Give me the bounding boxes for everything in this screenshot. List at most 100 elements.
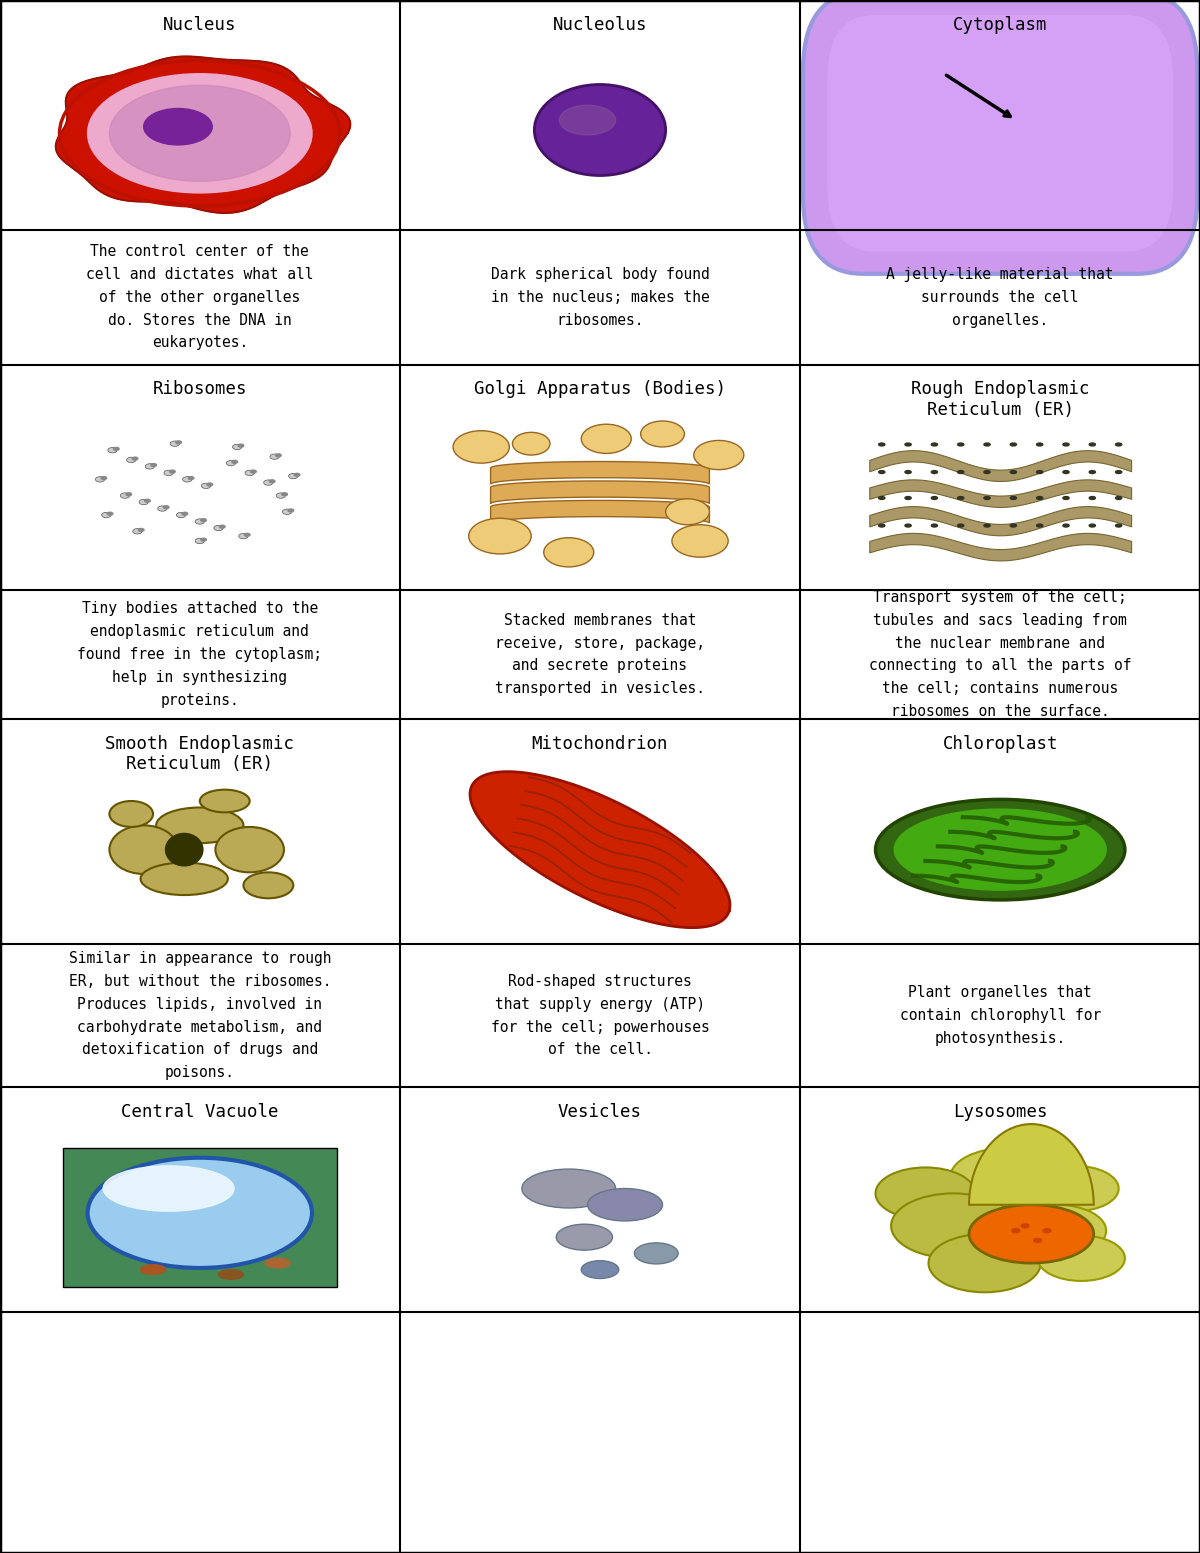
Ellipse shape	[145, 464, 155, 469]
Ellipse shape	[245, 471, 254, 475]
Ellipse shape	[282, 492, 287, 495]
Ellipse shape	[269, 480, 275, 483]
Ellipse shape	[109, 825, 178, 874]
Ellipse shape	[126, 492, 132, 495]
Text: Rod-shaped structures
that supply energy (ATP)
for the cell; powerhouses
of the : Rod-shaped structures that supply energy…	[491, 974, 709, 1058]
Text: A jelly-like material that
surrounds the cell
organelles.: A jelly-like material that surrounds the…	[887, 267, 1114, 328]
Text: Lysosomes: Lysosomes	[953, 1103, 1048, 1121]
Ellipse shape	[984, 497, 990, 500]
Ellipse shape	[1063, 523, 1069, 526]
Ellipse shape	[126, 457, 136, 463]
Ellipse shape	[984, 443, 990, 446]
Ellipse shape	[109, 85, 290, 182]
Ellipse shape	[200, 539, 206, 540]
Ellipse shape	[182, 477, 192, 481]
Ellipse shape	[145, 500, 150, 502]
Ellipse shape	[1037, 523, 1043, 526]
Ellipse shape	[238, 444, 244, 447]
Ellipse shape	[276, 492, 286, 499]
Ellipse shape	[95, 477, 104, 481]
Ellipse shape	[1010, 471, 1016, 474]
Ellipse shape	[694, 441, 744, 469]
Ellipse shape	[1031, 1166, 1118, 1211]
Ellipse shape	[1090, 523, 1096, 526]
Text: Stacked membranes that
receive, store, package,
and secrete proteins
transported: Stacked membranes that receive, store, p…	[496, 613, 706, 696]
Ellipse shape	[1063, 497, 1069, 500]
Ellipse shape	[905, 497, 911, 500]
Ellipse shape	[108, 447, 118, 453]
Ellipse shape	[454, 430, 509, 463]
Ellipse shape	[232, 460, 238, 463]
Ellipse shape	[1116, 443, 1122, 446]
Ellipse shape	[133, 528, 142, 534]
Ellipse shape	[666, 499, 709, 525]
FancyBboxPatch shape	[828, 16, 1172, 252]
Ellipse shape	[288, 509, 294, 512]
Ellipse shape	[1033, 1238, 1042, 1242]
Ellipse shape	[196, 519, 204, 525]
FancyBboxPatch shape	[803, 0, 1198, 273]
Ellipse shape	[469, 519, 532, 554]
Ellipse shape	[239, 533, 248, 539]
Text: Rough Endoplasmic
Reticulum (ER): Rough Endoplasmic Reticulum (ER)	[911, 380, 1090, 419]
Ellipse shape	[931, 471, 937, 474]
Ellipse shape	[120, 492, 130, 499]
Text: The control center of the
cell and dictates what all
of the other organelles
do.: The control center of the cell and dicta…	[86, 244, 313, 351]
Ellipse shape	[1037, 497, 1043, 500]
Ellipse shape	[176, 512, 186, 517]
Ellipse shape	[214, 525, 223, 531]
Polygon shape	[470, 772, 730, 927]
Ellipse shape	[1116, 497, 1122, 500]
Ellipse shape	[1090, 443, 1096, 446]
Ellipse shape	[294, 474, 300, 477]
Ellipse shape	[970, 1205, 1093, 1263]
Ellipse shape	[958, 497, 964, 500]
Ellipse shape	[132, 457, 138, 460]
Ellipse shape	[557, 1224, 612, 1250]
Ellipse shape	[522, 1169, 616, 1208]
Ellipse shape	[196, 539, 204, 544]
Ellipse shape	[156, 808, 244, 843]
Ellipse shape	[559, 106, 616, 135]
Ellipse shape	[101, 477, 107, 480]
Ellipse shape	[1010, 497, 1016, 500]
Ellipse shape	[188, 477, 194, 480]
Ellipse shape	[144, 109, 212, 144]
Ellipse shape	[878, 443, 884, 446]
Ellipse shape	[220, 525, 226, 528]
Ellipse shape	[264, 480, 274, 485]
Wedge shape	[970, 1124, 1093, 1205]
Ellipse shape	[276, 453, 281, 457]
Ellipse shape	[581, 424, 631, 453]
Polygon shape	[55, 56, 350, 213]
Ellipse shape	[581, 1261, 619, 1278]
Ellipse shape	[894, 809, 1106, 890]
Ellipse shape	[245, 533, 250, 536]
Ellipse shape	[200, 519, 206, 522]
Ellipse shape	[878, 471, 884, 474]
Ellipse shape	[88, 73, 312, 193]
Ellipse shape	[139, 500, 149, 505]
Polygon shape	[491, 500, 709, 523]
Ellipse shape	[157, 506, 167, 511]
Ellipse shape	[166, 834, 203, 867]
Text: Dark spherical body found
in the nucleus; makes the
ribosomes.: Dark spherical body found in the nucleus…	[491, 267, 709, 328]
Ellipse shape	[1043, 1228, 1051, 1233]
Text: Cytoplasm: Cytoplasm	[953, 16, 1048, 34]
Polygon shape	[491, 461, 709, 485]
Text: Mitochondrion: Mitochondrion	[532, 735, 668, 753]
Ellipse shape	[199, 789, 250, 812]
Ellipse shape	[102, 512, 110, 517]
Ellipse shape	[641, 421, 684, 447]
Ellipse shape	[138, 528, 144, 531]
Ellipse shape	[1012, 1228, 1020, 1233]
Text: Golgi Apparatus (Bodies): Golgi Apparatus (Bodies)	[474, 380, 726, 399]
Ellipse shape	[227, 460, 235, 466]
Text: Nucleus: Nucleus	[163, 16, 236, 34]
Ellipse shape	[114, 447, 119, 450]
FancyBboxPatch shape	[62, 1148, 337, 1287]
Ellipse shape	[544, 537, 594, 567]
Ellipse shape	[265, 1258, 290, 1267]
Ellipse shape	[1063, 443, 1069, 446]
Text: Similar in appearance to rough
ER, but without the ribosomes.
Produces lipids, i: Similar in appearance to rough ER, but w…	[68, 950, 331, 1081]
